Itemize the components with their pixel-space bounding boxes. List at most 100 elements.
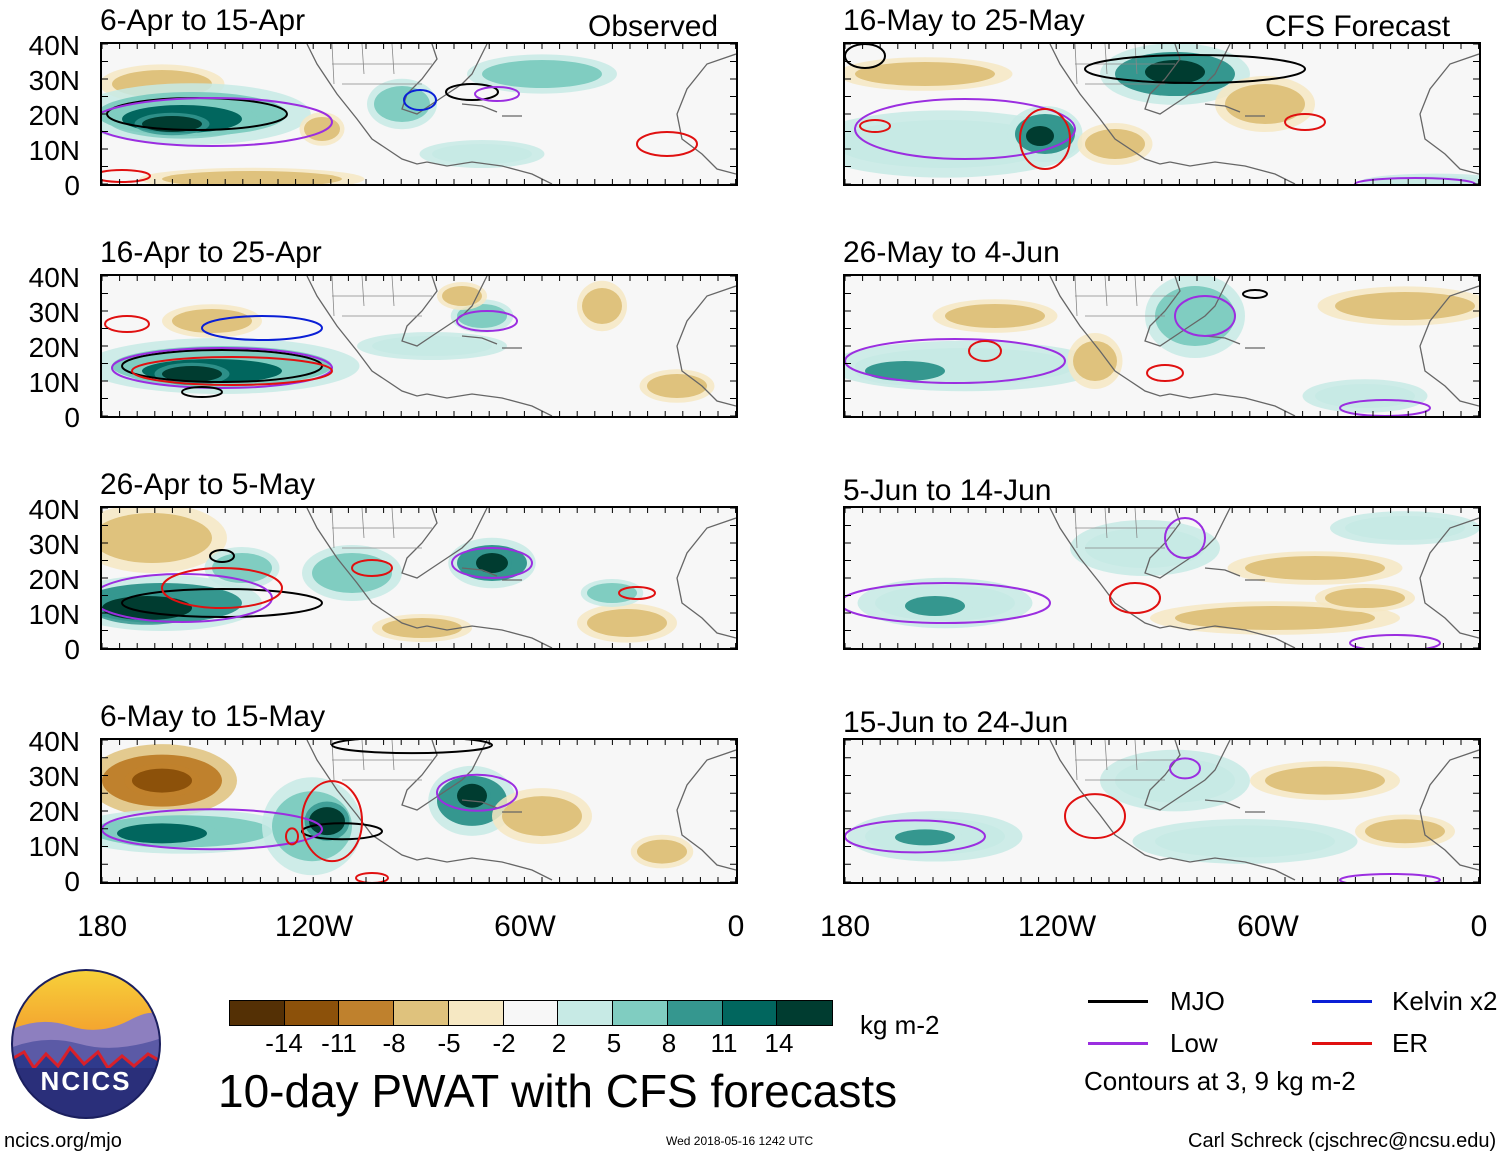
pwat-field bbox=[102, 740, 736, 882]
caribbean-islands bbox=[461, 103, 522, 117]
map-panel-left-4 bbox=[100, 738, 738, 884]
map-panel-left-2 bbox=[100, 274, 738, 418]
anomaly-core bbox=[476, 553, 508, 573]
anomaly-core bbox=[442, 286, 482, 306]
legend-mjo-label: MJO bbox=[1170, 986, 1225, 1016]
colorbar-tick: -2 bbox=[492, 1028, 516, 1058]
colorbar-tick: 2 bbox=[551, 1028, 567, 1058]
colorbar-cell bbox=[722, 1001, 778, 1025]
lat-label-10n: 10N bbox=[28, 599, 80, 630]
axis-ticks bbox=[845, 740, 1479, 882]
colorbar-tick: -5 bbox=[437, 1028, 461, 1058]
er-contour bbox=[301, 780, 363, 863]
anomaly-core bbox=[1155, 286, 1235, 346]
lat-label-0: 0 bbox=[64, 866, 80, 897]
anomaly-core bbox=[1265, 766, 1385, 795]
colorbar-cell bbox=[284, 1001, 340, 1025]
legend-er-line bbox=[1312, 1042, 1372, 1045]
pwat-field bbox=[102, 44, 736, 184]
legend-kelvin-label: Kelvin x2 bbox=[1392, 986, 1498, 1016]
mjo-contour bbox=[845, 44, 886, 69]
colorbar-cell bbox=[339, 1001, 395, 1025]
legend-low-label: Low bbox=[1170, 1028, 1218, 1058]
low-contour bbox=[102, 808, 323, 851]
anomaly-core bbox=[1145, 60, 1205, 84]
north-america-coast bbox=[306, 508, 488, 629]
map-panel-right-3 bbox=[843, 506, 1481, 650]
south-america-coast bbox=[1169, 625, 1296, 648]
lat-label-40n: 40N bbox=[28, 726, 80, 757]
lat-label-30n: 30N bbox=[28, 65, 80, 96]
colorbar-cell bbox=[448, 1001, 504, 1025]
caribbean-islands bbox=[1204, 799, 1265, 813]
er-contour bbox=[351, 559, 393, 577]
colorbar-tick: -11 bbox=[321, 1028, 357, 1058]
er-contour bbox=[859, 119, 891, 133]
lon-label-60w: 60W bbox=[1237, 910, 1299, 943]
africa-coast bbox=[676, 749, 736, 871]
map-panel-right-2 bbox=[843, 274, 1481, 418]
anomaly-core bbox=[382, 618, 462, 638]
anomaly-core bbox=[1315, 384, 1415, 408]
lat-label-40n: 40N bbox=[28, 30, 80, 61]
anomaly-core bbox=[432, 144, 532, 164]
pwat-field bbox=[102, 508, 736, 648]
mjo-contour bbox=[1084, 54, 1306, 84]
map-panel-right-1 bbox=[843, 42, 1481, 186]
lon-label-0: 0 bbox=[727, 910, 745, 943]
wave-contours bbox=[102, 547, 656, 623]
coastlines bbox=[306, 44, 736, 184]
footer-site-link[interactable]: ncics.org/mjo bbox=[4, 1130, 122, 1152]
observed-label: Observed bbox=[588, 10, 719, 43]
colorbar-tick: 5 bbox=[606, 1028, 622, 1058]
south-america-coast bbox=[426, 625, 553, 648]
low-contour bbox=[111, 347, 333, 389]
colorbar-cell bbox=[230, 1001, 285, 1025]
legend-kelvin-line bbox=[1312, 1000, 1372, 1003]
pwat-field bbox=[845, 276, 1479, 416]
panel-title-right-4: 15-Jun to 24-Jun bbox=[843, 706, 1069, 739]
low-contour bbox=[102, 97, 333, 147]
south-america-coast bbox=[426, 161, 553, 184]
mjo-contour bbox=[181, 386, 223, 398]
mjo-contour bbox=[445, 83, 499, 101]
anomaly-core bbox=[1115, 758, 1235, 803]
er-contour bbox=[636, 131, 698, 157]
colorbar bbox=[229, 1000, 833, 1026]
north-america-coast bbox=[306, 276, 488, 397]
north-america-coast bbox=[1049, 740, 1231, 861]
north-america-coast bbox=[1049, 276, 1231, 397]
panel-title-left-1: 6-Apr to 15-Apr bbox=[100, 4, 306, 37]
coastlines bbox=[306, 276, 736, 416]
anomaly-core bbox=[117, 823, 207, 844]
colorbar-tick: -8 bbox=[382, 1028, 406, 1058]
africa-coast bbox=[676, 53, 736, 175]
anomaly-core bbox=[312, 553, 392, 593]
state-borders bbox=[1074, 44, 1175, 85]
lon-label-0: 0 bbox=[1470, 910, 1488, 943]
er-contour bbox=[1064, 793, 1126, 840]
africa-coast bbox=[1419, 285, 1479, 407]
axis-ticks bbox=[845, 44, 1479, 184]
wave-contours bbox=[845, 517, 1441, 648]
legend-mjo-line bbox=[1088, 1000, 1148, 1003]
coastlines bbox=[1049, 508, 1479, 648]
state-borders bbox=[331, 508, 432, 549]
colorbar-cell bbox=[503, 1001, 559, 1025]
anomaly-core bbox=[845, 120, 1055, 168]
lon-label-120w: 120W bbox=[1017, 910, 1097, 943]
lat-label-10n: 10N bbox=[28, 135, 80, 166]
panel-title-right-1: 16-May to 25-May bbox=[843, 4, 1085, 37]
anomaly-core bbox=[1085, 129, 1145, 159]
anomaly-core bbox=[1345, 516, 1465, 540]
lat-label-20n: 20N bbox=[28, 332, 80, 363]
wave-contours bbox=[104, 310, 518, 398]
low-contour bbox=[1339, 399, 1431, 416]
pwat-field bbox=[102, 276, 736, 416]
footer-author: Carl Schreck (cjschrec@ncsu.edu) bbox=[1188, 1130, 1497, 1152]
colorbar-tick: 11 bbox=[710, 1028, 738, 1058]
er-contour bbox=[285, 827, 299, 846]
anomaly-core bbox=[1026, 126, 1054, 146]
anomaly-core bbox=[647, 374, 707, 398]
wave-contours bbox=[102, 83, 698, 183]
